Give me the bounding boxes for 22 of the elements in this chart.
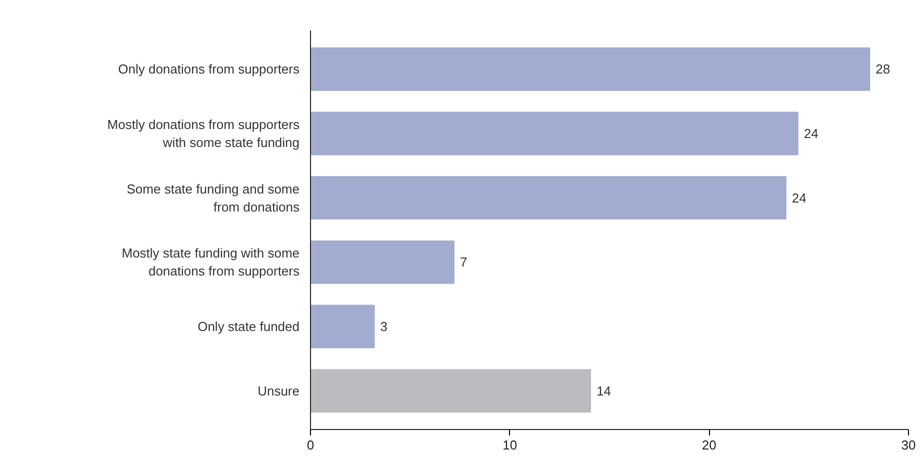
data-label: 28 (876, 62, 890, 77)
y-tick-label: Some state funding and some from donations (126, 181, 300, 214)
bar (310, 176, 786, 220)
data-label: 24 (792, 190, 806, 206)
y-tick-label: Only donations from supporters (118, 62, 300, 77)
data-label: 24 (804, 126, 818, 141)
data-label: 7 (460, 254, 468, 270)
data-label: 3 (380, 319, 388, 334)
x-tick-label: 30 (901, 438, 916, 452)
data-label: 14 (596, 383, 612, 398)
y-tick-label: Unsure (258, 383, 300, 398)
x-tick-label: 0 (306, 438, 314, 452)
x-tick-label: 20 (702, 438, 716, 452)
bar (310, 369, 592, 413)
bar (310, 304, 375, 348)
bar (310, 240, 455, 284)
bar (310, 47, 870, 91)
x-tick-label: 10 (502, 438, 518, 452)
y-tick-label: Mostly state funding with some donations from supporters (122, 246, 300, 279)
y-tick-label: Mostly donations from supporters with some state funding (107, 116, 300, 150)
bar (310, 112, 798, 156)
y-tick-label: Only state funded (198, 319, 300, 334)
